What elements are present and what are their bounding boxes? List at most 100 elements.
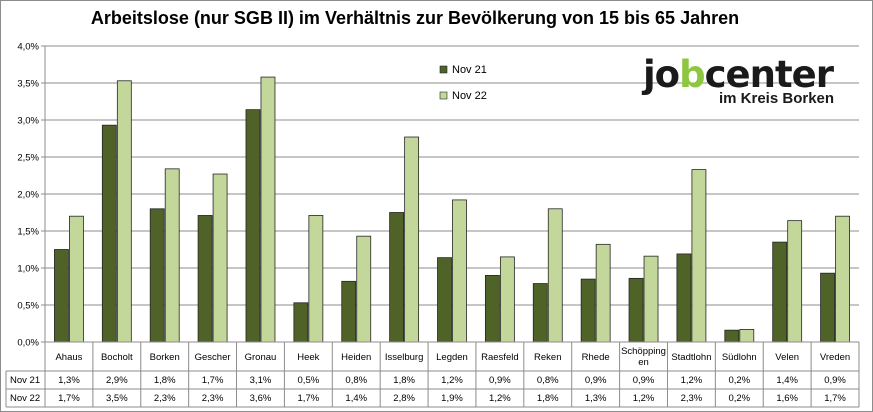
data-label: 1,2% (441, 375, 463, 386)
bars (54, 76, 850, 343)
bar-nov-22 (212, 173, 228, 343)
category-label: Velen (775, 352, 799, 363)
bar-nov-22 (739, 329, 755, 343)
bar-nov-21 (149, 208, 165, 343)
data-label: 1,8% (537, 393, 559, 404)
category-label: Vreden (820, 352, 850, 363)
y-tick-label: 3,5% (17, 79, 39, 90)
data-label: 1,6% (776, 393, 798, 404)
category-label: Südlohn (722, 352, 757, 363)
category-label: Legden (436, 352, 468, 363)
data-label: 0,8% (537, 375, 559, 386)
data-label: 1,3% (58, 375, 80, 386)
bar-nov-21 (820, 272, 835, 343)
bar-nov-21 (532, 283, 548, 343)
data-label: 0,2% (728, 375, 750, 386)
data-label: 3,5% (106, 393, 128, 404)
category-label: Heiden (341, 352, 371, 363)
data-label: 0,2% (728, 393, 750, 404)
bar-nov-22 (787, 220, 803, 343)
bar-nov-22 (547, 208, 563, 343)
bar-nov-22 (69, 215, 84, 343)
bar-nov-22 (643, 255, 659, 343)
data-label: 3,1% (250, 375, 272, 386)
bar-nov-21 (580, 278, 596, 343)
logo-part-b: b (679, 53, 705, 96)
table-series-label: Nov 22 (10, 393, 40, 404)
data-label: 0,8% (345, 375, 367, 386)
bar-nov-22 (835, 215, 850, 343)
category-label: en (638, 357, 649, 368)
data-label: 1,2% (489, 393, 511, 404)
bar-nov-21 (197, 215, 213, 343)
logo-part-jo: jo (643, 53, 680, 96)
bar-nov-22 (116, 80, 132, 343)
data-label: 0,9% (633, 375, 655, 386)
jobcenter-logo: jobcenter im Kreis Borken (643, 56, 853, 108)
bar-nov-21 (772, 241, 788, 343)
bar-nov-21 (389, 212, 405, 343)
data-label: 1,3% (585, 393, 607, 404)
chart-title: Arbeitslose (nur SGB II) im Verhältnis z… (90, 8, 740, 28)
y-tick-label: 0,0% (17, 338, 39, 349)
bar-nov-21 (676, 253, 692, 343)
bar-nov-21 (341, 280, 357, 343)
category-label: Ahaus (55, 352, 82, 363)
data-label: 1,9% (441, 393, 463, 404)
data-label: 1,8% (393, 375, 415, 386)
data-table: Ahaus Bocholt Borken Gescher Gronau Heek Heide… (5, 341, 860, 408)
legend-label: Nov 22 (452, 90, 487, 102)
legend-swatch (439, 65, 448, 74)
data-label: 1,7% (298, 393, 320, 404)
category-label: Raesfeld (481, 352, 519, 363)
data-label: 0,9% (489, 375, 511, 386)
category-label: Bocholt (101, 352, 133, 363)
y-tick-label: 1,0% (17, 264, 39, 275)
bar-nov-21 (628, 277, 644, 343)
data-label: 0,5% (298, 375, 320, 386)
category-label: Borken (150, 352, 180, 363)
data-label: 2,3% (154, 393, 176, 404)
legend-swatch (439, 91, 448, 100)
bar-nov-21 (437, 257, 452, 343)
category-label: Gescher (195, 352, 231, 363)
category-label: Schöpping (621, 346, 666, 357)
legend: Nov 21 Nov 22 (439, 64, 487, 102)
y-tick-label: 1,5% (17, 227, 39, 238)
bar-nov-21 (245, 109, 261, 343)
bar-nov-21 (724, 329, 740, 343)
data-label: 1,7% (824, 393, 846, 404)
category-label: Stadtlohn (671, 352, 711, 363)
bar-nov-22 (164, 168, 180, 343)
bar-nov-21 (101, 124, 117, 343)
bar-nov-22 (595, 243, 611, 343)
data-label: 1,4% (776, 375, 798, 386)
category-label: Reken (534, 352, 561, 363)
category-label: Rhede (582, 352, 610, 363)
data-label: 0,9% (585, 375, 607, 386)
bar-nov-22 (404, 136, 420, 343)
data-label: 0,9% (824, 375, 846, 386)
data-label: 2,3% (681, 393, 703, 404)
bar-nov-22 (691, 169, 707, 343)
bar-nov-22 (308, 215, 324, 343)
y-tick-label: 0,5% (17, 301, 39, 312)
category-label: Isselburg (385, 352, 424, 363)
data-label: 3,6% (250, 393, 272, 404)
data-label: 2,9% (106, 375, 128, 386)
bar-nov-22 (452, 199, 467, 343)
bar-nov-22 (260, 76, 276, 343)
bar-nov-21 (54, 249, 69, 343)
logo-wordmark: jobcenter (643, 56, 834, 93)
gridlines (45, 45, 859, 343)
data-label: 1,7% (202, 375, 224, 386)
category-label: Heek (297, 352, 319, 363)
y-tick-label: 3,0% (17, 116, 39, 127)
bar-nov-21 (293, 302, 309, 343)
y-tick-label: 4,0% (17, 42, 39, 53)
y-tick-label: 2,0% (17, 190, 39, 201)
y-tick-label: 2,5% (17, 153, 39, 164)
bar-nov-22 (356, 235, 372, 343)
